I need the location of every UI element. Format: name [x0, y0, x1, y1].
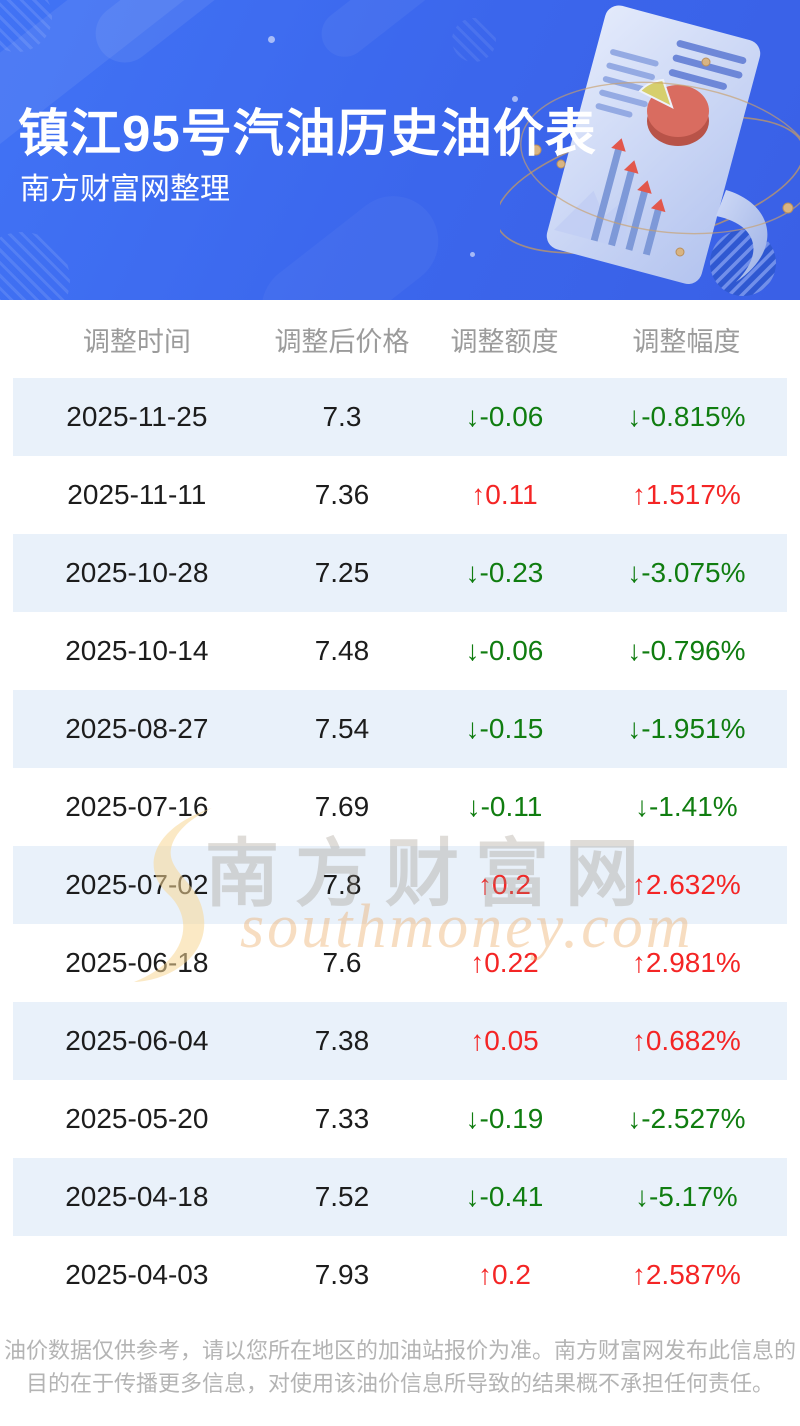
- disclaimer-line: 目的在于传播更多信息，对使用该油价信息所导致的结果概不承担任何责任。: [25, 1371, 774, 1396]
- cell-change: ↓-0.06: [465, 401, 544, 432]
- decor-dot: [268, 36, 275, 43]
- decor-diagonal-pill: [83, 0, 357, 75]
- cell-percent: ↓-2.527%: [627, 1103, 746, 1134]
- cell-change: ↑0.2: [478, 869, 531, 900]
- pie-chart-icon: [638, 78, 709, 146]
- cell-date: 2025-06-18: [65, 947, 209, 978]
- cell-price: 7.54: [314, 713, 370, 744]
- cell-price: 7.6: [322, 947, 362, 978]
- cell-date: 2025-08-27: [65, 713, 209, 744]
- page-subtitle: 南方财富网整理: [20, 173, 230, 206]
- decor-diagonal-pill: [243, 177, 457, 300]
- cell-date: 2025-11-11: [67, 479, 207, 510]
- cell-price: 7.52: [314, 1181, 370, 1212]
- cell-date: 2025-05-20: [65, 1103, 209, 1134]
- table-row: 2025-07-02 7.8 ↑0.2 ↑2.632%: [13, 846, 787, 924]
- table-row: 2025-11-25 7.3 ↓-0.06 ↓-0.815%: [13, 378, 787, 456]
- header-banner: 镇江95号汽油历史油价表 南方财富网整理: [0, 0, 800, 300]
- cell-percent: ↑1.517%: [631, 479, 741, 510]
- cell-date: 2025-10-14: [65, 635, 209, 666]
- cell-percent: ↓-0.796%: [627, 635, 746, 666]
- cell-price: 7.3: [322, 401, 362, 432]
- cell-date: 2025-07-16: [65, 791, 209, 822]
- cell-change: ↑0.11: [471, 479, 538, 510]
- column-header-percent: 调整幅度: [632, 326, 741, 357]
- table-row: 2025-10-14 7.48 ↓-0.06 ↓-0.796%: [13, 612, 787, 690]
- cell-percent: ↓-5.17%: [634, 1181, 738, 1212]
- decor-hatched-circle: [0, 232, 70, 300]
- cell-price: 7.38: [314, 1025, 370, 1056]
- table-row: 2025-07-16 7.69 ↓-0.11 ↓-1.41%: [13, 768, 787, 846]
- footer-disclaimer: 油价数据仅供参考，请以您所在地区的加油站报价为准。南方财富网发布此信息的 目的在…: [0, 1334, 800, 1400]
- decor-dot: [470, 252, 475, 257]
- cell-date: 2025-04-03: [65, 1259, 209, 1290]
- cell-percent: ↓-1.41%: [634, 791, 738, 822]
- cell-change: ↓-0.06: [465, 635, 544, 666]
- page-title: 镇江95号汽油历史油价表: [18, 105, 597, 163]
- cell-price: 7.8: [322, 869, 362, 900]
- table-row: 2025-08-27 7.54 ↓-0.15 ↓-1.951%: [13, 690, 787, 768]
- cell-price: 7.48: [314, 635, 370, 666]
- cell-percent: ↓-3.075%: [627, 557, 746, 588]
- table-row: 2025-06-04 7.38 ↑0.05 ↑0.682%: [13, 1002, 787, 1080]
- cell-price: 7.33: [314, 1103, 370, 1134]
- cell-date: 2025-04-18: [65, 1181, 209, 1212]
- table-body: 2025-11-25 7.3 ↓-0.06 ↓-0.815% 2025-11-11 7.3…: [0, 378, 800, 1314]
- price-table: 调整时间 调整后价格 调整额度 调整幅度 2025-11-25 7.3 ↓-0.06…: [0, 300, 800, 1314]
- cell-change: ↑0.2: [478, 1259, 531, 1290]
- table-row: 2025-04-03 7.93 ↑0.2 ↑2.587%: [13, 1236, 787, 1314]
- cell-percent: ↑0.682%: [631, 1025, 741, 1056]
- cell-percent: ↑2.981%: [631, 947, 741, 978]
- cell-change: ↑0.22: [470, 947, 539, 978]
- decor-dot: [512, 96, 518, 102]
- cell-date: 2025-11-25: [66, 401, 208, 432]
- cell-price: 7.69: [314, 791, 370, 822]
- cell-percent: ↓-1.951%: [627, 713, 746, 744]
- document-chart-illustration: [500, 5, 800, 296]
- disclaimer-line: 油价数据仅供参考，请以您所在地区的加油站报价为准。南方财富网发布此信息的: [3, 1338, 796, 1363]
- column-header-price: 调整后价格: [274, 326, 410, 357]
- cell-percent: ↑2.587%: [631, 1259, 741, 1290]
- orbit-lines-front: [520, 57, 800, 257]
- table-row: 2025-11-11 7.36 ↑0.11 ↑1.517%: [13, 456, 787, 534]
- cell-price: 7.93: [314, 1259, 370, 1290]
- cell-change: ↓-0.15: [465, 713, 544, 744]
- cell-price: 7.36: [314, 479, 370, 510]
- cell-change: ↓-0.41: [465, 1181, 544, 1212]
- cell-change: ↓-0.23: [465, 557, 544, 588]
- column-header-change: 调整额度: [450, 326, 559, 357]
- cell-change: ↓-0.19: [465, 1103, 544, 1134]
- cell-date: 2025-07-02: [65, 869, 209, 900]
- column-header-time: 调整时间: [82, 326, 191, 357]
- cell-date: 2025-10-28: [65, 557, 209, 588]
- table-row: 2025-04-18 7.52 ↓-0.41 ↓-5.17%: [13, 1158, 787, 1236]
- cell-percent: ↑2.632%: [631, 869, 741, 900]
- paper-curl: [716, 190, 768, 282]
- table-row: 2025-10-28 7.25 ↓-0.23 ↓-3.075%: [13, 534, 787, 612]
- cell-price: 7.25: [314, 557, 370, 588]
- table-row: 2025-06-18 7.6 ↑0.22 ↑2.981%: [13, 924, 787, 1002]
- cell-date: 2025-06-04: [65, 1025, 209, 1056]
- paper-sheet: [546, 5, 761, 284]
- decor-hatched-circle: [452, 18, 496, 62]
- cell-change: ↓-0.11: [466, 791, 543, 822]
- table-row: 2025-05-20 7.33 ↓-0.19 ↓-2.527%: [13, 1080, 787, 1158]
- cell-change: ↑0.05: [470, 1025, 539, 1056]
- cell-percent: ↓-0.815%: [627, 401, 746, 432]
- table-header-row: 调整时间 调整后价格 调整额度 调整幅度: [13, 300, 787, 378]
